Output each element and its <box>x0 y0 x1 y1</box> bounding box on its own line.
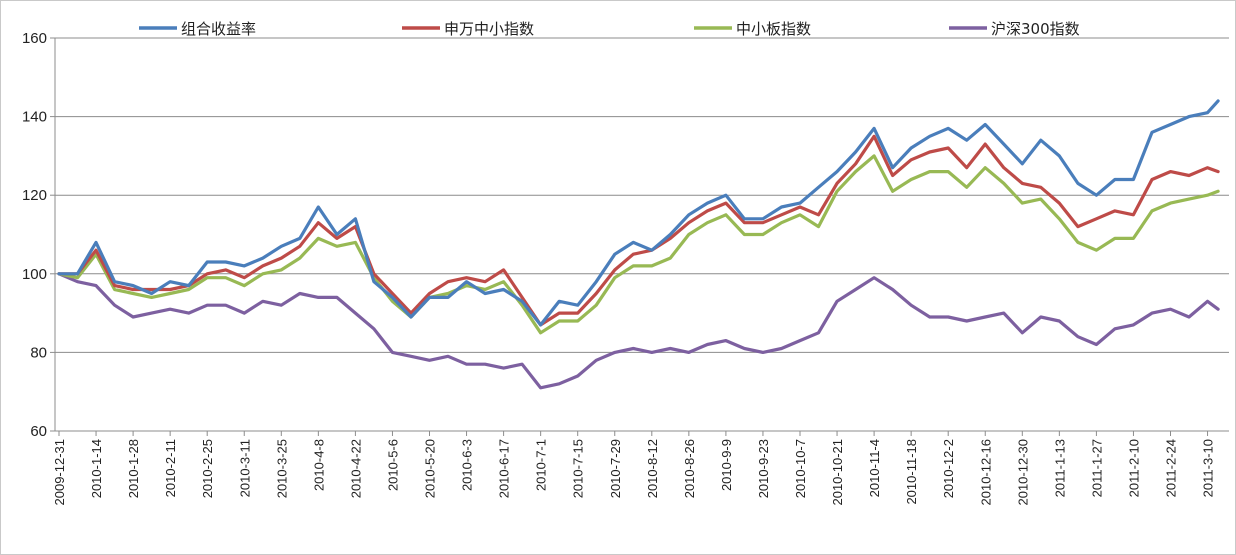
legend-item: 沪深300指数 <box>949 20 1080 38</box>
x-tick-label: 2011-1-27 <box>1089 439 1104 497</box>
x-tick-label: 2010-1-14 <box>89 439 104 498</box>
y-tick-label: 140 <box>22 109 47 126</box>
y-tick-label: 160 <box>22 30 47 47</box>
x-tick-label: 2010-7-29 <box>608 439 623 498</box>
legend-label: 组合收益率 <box>181 20 256 38</box>
series-line-2 <box>57 134 1220 327</box>
y-tick-label: 100 <box>22 266 47 283</box>
x-tick-label: 2010-12-16 <box>978 439 993 506</box>
series-lines <box>57 99 1220 390</box>
x-tick-label: 2010-11-18 <box>904 439 919 505</box>
x-tick-label: 2011-3-10 <box>1201 439 1216 497</box>
x-tick-label: 2011-2-24 <box>1164 439 1179 497</box>
x-tick-label: 2010-7-1 <box>534 439 549 491</box>
x-tick-label: 2010-5-20 <box>423 439 438 498</box>
x-tick-label: 2010-2-25 <box>200 439 215 498</box>
legend-label: 沪深300指数 <box>991 20 1080 38</box>
x-tick-label: 2009-12-31 <box>52 439 67 506</box>
x-tick-label: 2010-3-11 <box>237 439 252 497</box>
x-tick-label: 2010-10-21 <box>830 439 845 506</box>
x-tick-label: 2010-8-12 <box>645 439 660 498</box>
x-axis: 2009-12-31 2010-1-14 2010-1-28 2010-2-11 201… <box>52 431 1216 506</box>
x-tick-label: 2010-8-26 <box>682 439 697 498</box>
legend: 组合收益率 申万中小指数 中小板指数 沪深300指数 <box>139 20 1080 38</box>
x-tick-label: 2010-10-7 <box>793 439 808 498</box>
x-tick-label: 2011-1-13 <box>1052 439 1067 497</box>
x-tick-label: 2010-7-15 <box>571 439 586 498</box>
legend-item: 申万中小指数 <box>402 20 534 38</box>
x-tick-label: 2010-1-28 <box>126 439 141 498</box>
x-tick-label: 2010-11-4 <box>867 439 882 497</box>
y-tick-label: 80 <box>30 344 47 361</box>
x-tick-label: 2010-4-22 <box>348 439 363 498</box>
x-tick-label: 2010-3-25 <box>274 439 289 498</box>
y-tick-label: 120 <box>22 187 47 204</box>
x-tick-label: 2010-9-9 <box>719 439 734 491</box>
legend-item: 组合收益率 <box>139 20 256 38</box>
y-axis: 60 80 100 120 140 160 <box>22 30 47 440</box>
x-tick-label: 2010-2-11 <box>163 439 178 497</box>
legend-label: 申万中小指数 <box>444 20 534 38</box>
series-line-1 <box>57 99 1220 327</box>
legend-label: 中小板指数 <box>736 20 811 38</box>
x-tick-label: 2010-5-6 <box>385 439 400 491</box>
x-tick-label: 2010-9-23 <box>756 439 771 498</box>
x-tick-label: 2010-12-2 <box>941 439 956 498</box>
gridlines <box>50 37 1229 432</box>
x-tick-label: 2010-4-8 <box>311 439 326 491</box>
series-line-4 <box>57 272 1220 390</box>
legend-item: 中小板指数 <box>694 20 811 38</box>
x-tick-label: 2010-6-17 <box>497 439 512 498</box>
x-tick-label: 2010-6-3 <box>460 439 475 491</box>
y-tick-label: 60 <box>30 423 47 440</box>
series-line-3 <box>57 154 1220 335</box>
x-tick-label: 2010-12-30 <box>1015 439 1030 506</box>
x-tick-label: 2011-2-10 <box>1126 439 1141 497</box>
